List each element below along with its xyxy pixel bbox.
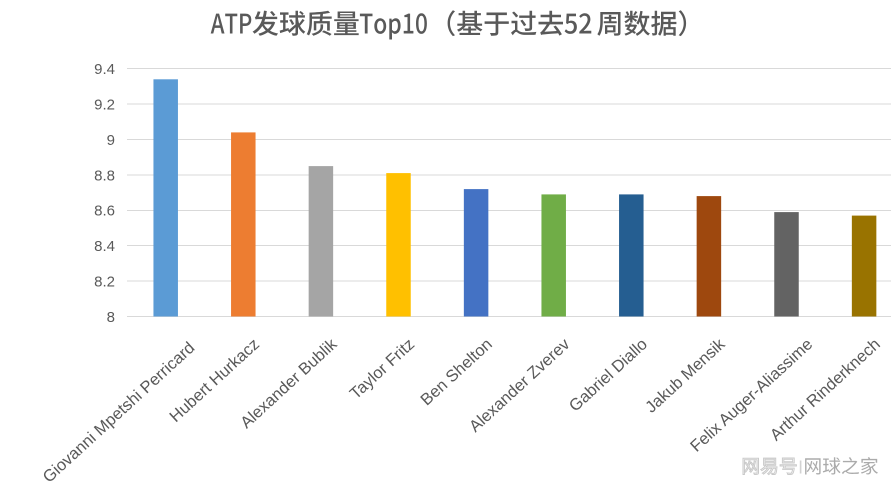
svg-text:8: 8 xyxy=(107,309,115,326)
svg-text:9: 9 xyxy=(107,132,115,149)
svg-text:8.6: 8.6 xyxy=(94,203,115,220)
svg-text:8.8: 8.8 xyxy=(94,167,115,184)
svg-text:8.2: 8.2 xyxy=(94,274,115,291)
svg-text:9.4: 9.4 xyxy=(94,61,115,78)
svg-text:9.2: 9.2 xyxy=(94,97,115,114)
svg-text:8.4: 8.4 xyxy=(94,238,115,255)
